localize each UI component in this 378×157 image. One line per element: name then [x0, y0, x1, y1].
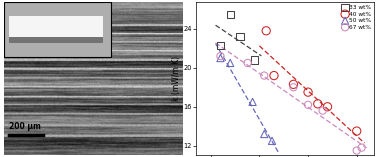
- Point: [324, 106, 330, 108]
- Point: [217, 55, 223, 57]
- Point: [227, 62, 233, 64]
- Point: [315, 103, 321, 105]
- Point: [217, 44, 223, 47]
- Bar: [4, 2, 111, 57]
- Point: [227, 13, 233, 16]
- Point: [354, 130, 360, 132]
- Point: [359, 146, 365, 149]
- Point: [290, 83, 296, 86]
- Point: [354, 149, 360, 152]
- Point: [251, 59, 257, 61]
- Point: [290, 86, 296, 89]
- Point: [305, 91, 311, 93]
- Point: [269, 140, 275, 142]
- Point: [263, 30, 269, 32]
- Point: [261, 133, 267, 135]
- Point: [217, 57, 223, 59]
- Point: [261, 74, 267, 77]
- Y-axis label: k (mW/m·K): k (mW/m·K): [172, 56, 181, 101]
- Legend: 33 wt%, 40 wt%, 50 wt%, 67 wt%: 33 wt%, 40 wt%, 50 wt%, 67 wt%: [342, 5, 371, 30]
- Point: [245, 62, 251, 64]
- Point: [249, 101, 256, 103]
- Point: [271, 74, 277, 77]
- Point: [305, 103, 311, 106]
- Point: [320, 109, 326, 112]
- Text: 200 μm: 200 μm: [9, 122, 41, 131]
- Point: [237, 35, 243, 38]
